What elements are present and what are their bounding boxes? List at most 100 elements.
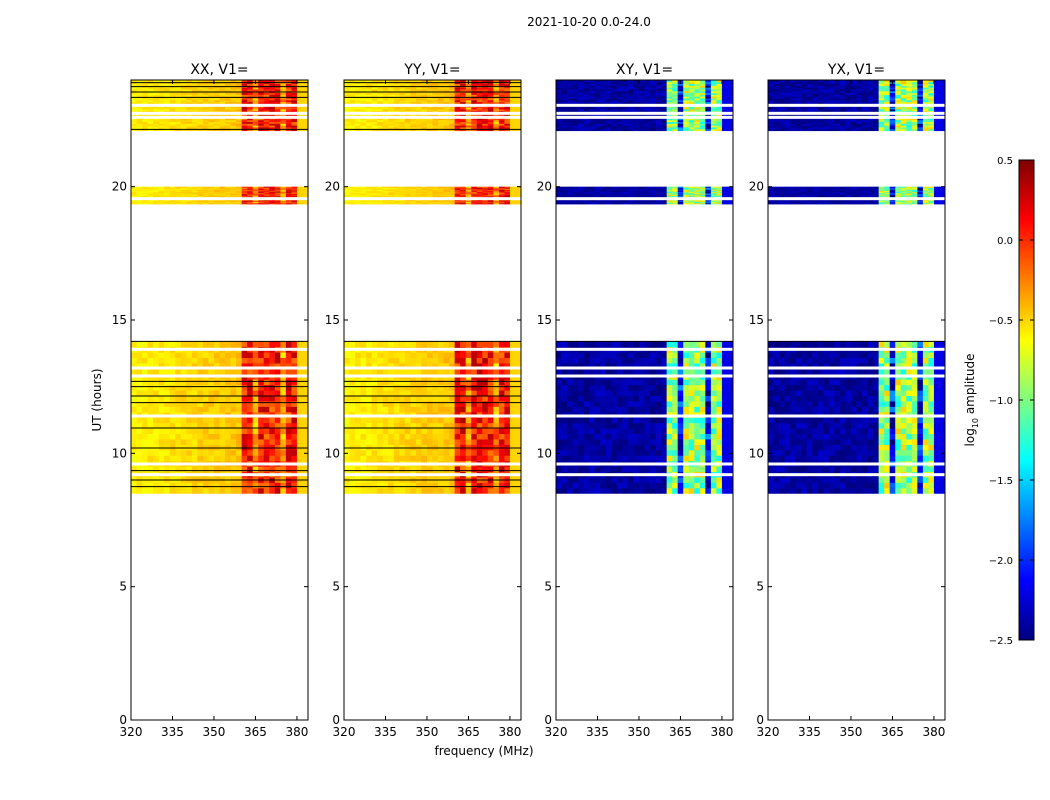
heatmap-cell (432, 127, 439, 130)
heatmap-cell (432, 128, 439, 132)
heatmap-cell (399, 194, 406, 196)
heatmap-cell (360, 195, 367, 197)
heatmap-cell (404, 449, 411, 456)
heatmap-cell (191, 191, 198, 193)
heatmap-cell (158, 127, 165, 130)
heatmap-cell (438, 199, 444, 201)
heatmap-cell (131, 428, 137, 435)
heatmap-cell (147, 466, 154, 473)
heatmap-cell (241, 201, 248, 203)
heatmap-cell (382, 119, 389, 123)
heatmap-cell (208, 192, 215, 194)
heatmap-cell (393, 195, 400, 197)
heatmap-cell (487, 194, 494, 196)
heatmap-cell (482, 352, 489, 359)
heatmap-cell (208, 191, 215, 193)
heatmap-cell (263, 193, 270, 195)
heatmap-cell (460, 200, 467, 202)
heatmap-cell (247, 192, 254, 194)
heatmap-cell (186, 384, 193, 391)
heatmap-cell (274, 189, 281, 191)
heatmap-cell (269, 108, 276, 112)
heatmap-cell (180, 363, 187, 369)
heatmap-cell (393, 422, 400, 429)
heatmap-cell (482, 123, 489, 126)
heatmap-cell (169, 200, 176, 202)
heatmap-cell (366, 123, 373, 126)
heatmap-cell (175, 487, 182, 494)
heatmap-cell (302, 449, 309, 456)
heatmap-cell (360, 395, 367, 402)
heatmap-cell (147, 190, 154, 192)
heatmap-cell (509, 107, 516, 110)
heatmap-cell (421, 202, 428, 204)
heatmap-cell (147, 384, 154, 391)
heatmap-cell (274, 202, 281, 204)
heatmap-cell (296, 357, 303, 364)
heatmap-cell (197, 433, 204, 440)
heatmap-cell (180, 196, 187, 198)
heatmap-cell (296, 192, 303, 194)
heatmap-cell (263, 192, 270, 194)
heatmap-cell (302, 352, 309, 359)
heatmap-cell (399, 192, 406, 194)
heatmap-cell (504, 363, 511, 369)
heatmap-cell (175, 191, 182, 193)
heatmap-cell (393, 439, 400, 445)
heatmap-cell (169, 193, 176, 195)
heatmap-cell (142, 444, 148, 451)
heatmap-cell (285, 125, 292, 128)
heatmap-cell (291, 357, 298, 364)
heatmap-cell (449, 187, 456, 189)
heatmap-cell (344, 379, 350, 386)
heatmap-cell (382, 368, 389, 375)
heatmap-cell (197, 192, 204, 194)
heatmap-cell (225, 119, 231, 123)
heatmap-cell (158, 195, 165, 197)
heatmap-cell (377, 107, 384, 110)
heatmap-cell (476, 449, 483, 456)
heatmap-cell (296, 80, 303, 83)
heatmap-cell (280, 439, 287, 445)
heatmap-cell (219, 118, 226, 121)
heatmap-cell (230, 188, 237, 190)
heatmap-cell (280, 390, 287, 397)
heatmap-cell (153, 121, 160, 124)
heatmap-cell (371, 119, 378, 123)
heatmap-cell (180, 379, 187, 386)
heatmap-cell (142, 195, 148, 197)
heatmap-cell (476, 201, 483, 203)
heatmap-cell (432, 200, 439, 202)
heatmap-cell (296, 200, 303, 202)
heatmap-cell (230, 203, 237, 205)
heatmap-cell (285, 444, 292, 451)
heatmap-cell (158, 189, 165, 191)
heatmap-cell (225, 125, 231, 128)
heatmap-cell (241, 406, 248, 413)
heatmap-cell (202, 406, 209, 413)
heatmap-cell (421, 341, 428, 348)
heatmap-cell (371, 125, 378, 128)
heatmap-cell (247, 195, 254, 197)
heatmap-cell (344, 433, 350, 440)
heatmap-cell (426, 368, 433, 375)
heatmap-cell (197, 101, 204, 104)
heatmap-cell (393, 352, 400, 359)
heatmap-cell (131, 196, 137, 198)
heatmap-cell (415, 194, 422, 196)
heatmap-cell (175, 121, 182, 124)
heatmap-cell (366, 127, 373, 130)
heatmap-cell (208, 190, 215, 192)
heatmap-cell (158, 201, 165, 203)
heatmap-cell (438, 428, 444, 435)
heatmap-cell (247, 99, 254, 103)
heatmap-cell (377, 196, 384, 198)
heatmap-cell (393, 108, 400, 112)
heatmap-cell (366, 406, 373, 413)
heatmap-cell (175, 189, 182, 191)
heatmap-cell (236, 114, 243, 117)
heatmap-cell (388, 187, 395, 189)
heatmap-cell (504, 352, 511, 359)
heatmap-cell (164, 202, 171, 204)
heatmap-cell (291, 390, 298, 397)
